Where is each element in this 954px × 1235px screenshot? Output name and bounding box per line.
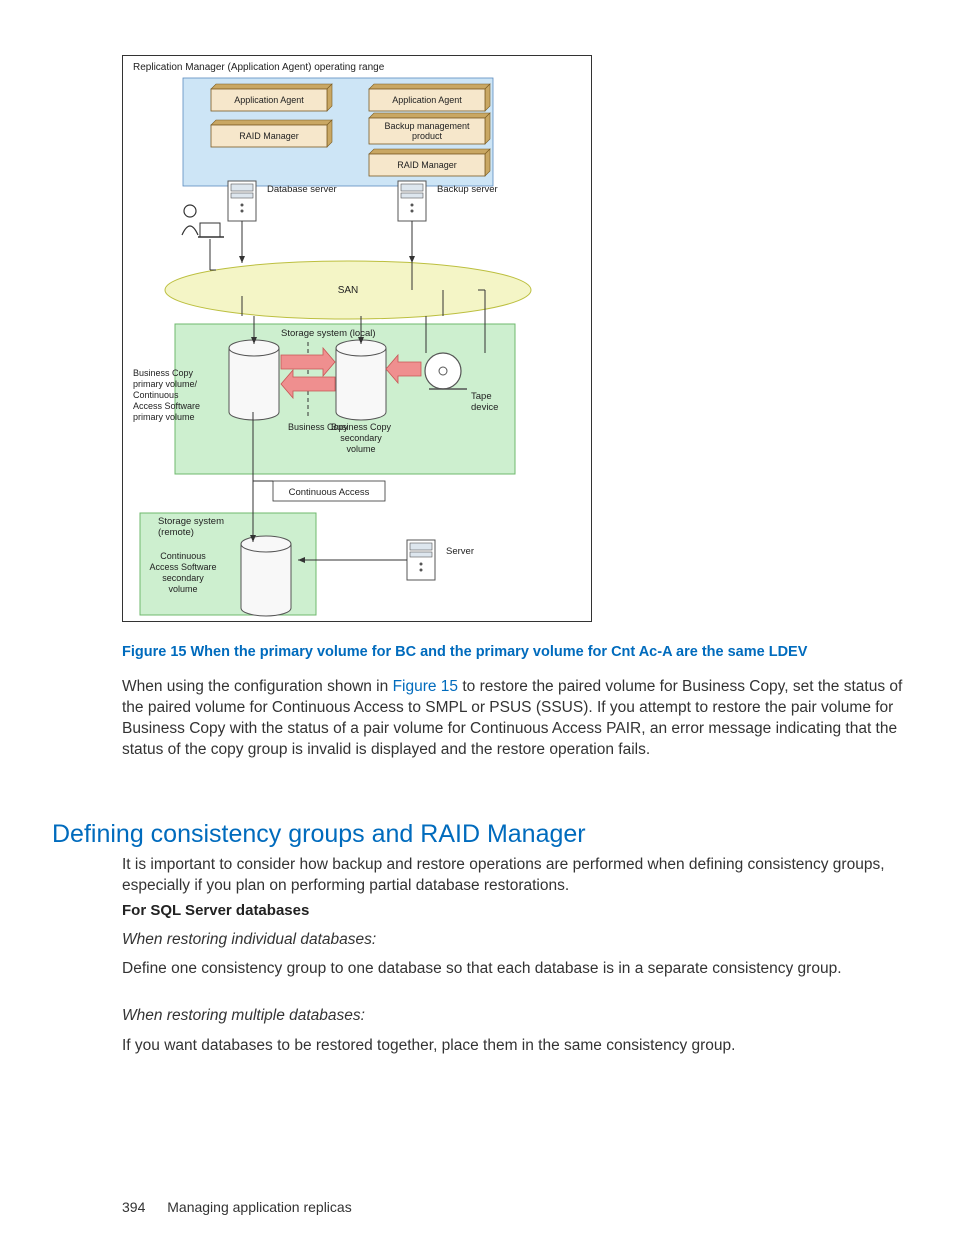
- svg-text:Backup server: Backup server: [437, 184, 498, 195]
- paragraph-3: Define one consistency group to one data…: [122, 959, 912, 980]
- figure-caption: Figure 15 When the primary volume for BC…: [122, 644, 902, 660]
- svg-text:Database server: Database server: [267, 184, 337, 195]
- svg-text:Server: Server: [446, 546, 474, 557]
- section-heading: Defining consistency groups and RAID Man…: [52, 820, 902, 849]
- svg-text:(remote): (remote): [158, 527, 194, 538]
- server-backupServer: [398, 181, 426, 221]
- svg-text:secondary: secondary: [340, 433, 382, 443]
- italic-1: When restoring individual databases:: [122, 931, 954, 949]
- svg-text:Continuous: Continuous: [133, 390, 179, 400]
- figure-link[interactable]: Figure 15: [393, 678, 458, 695]
- italic-2: When restoring multiple databases:: [122, 1007, 954, 1025]
- paragraph-4: If you want databases to be restored tog…: [122, 1036, 912, 1057]
- svg-text:product: product: [412, 131, 443, 141]
- svg-text:primary volume: primary volume: [133, 412, 195, 422]
- svg-text:RAID Manager: RAID Manager: [239, 131, 299, 141]
- svg-text:Replication Manager (Applicati: Replication Manager (Application Agent) …: [133, 62, 385, 73]
- svg-text:secondary: secondary: [162, 573, 204, 583]
- svg-text:Tape: Tape: [471, 391, 492, 402]
- cylinder-cyl2: [336, 340, 386, 420]
- footer-title: Managing application replicas: [167, 1199, 351, 1215]
- cylinder-cyl1: [229, 340, 279, 420]
- page-footer: 394 Managing application replicas: [122, 1199, 954, 1215]
- svg-text:Access Software: Access Software: [149, 562, 216, 572]
- svg-text:volume: volume: [346, 444, 375, 454]
- svg-text:Backup management: Backup management: [384, 121, 470, 131]
- paragraph-1: When using the configuration shown in Fi…: [122, 677, 912, 761]
- svg-text:Application Agent: Application Agent: [392, 95, 462, 105]
- svg-text:Business Copy: Business Copy: [133, 368, 194, 378]
- svg-text:RAID Manager: RAID Manager: [397, 160, 457, 170]
- svg-text:Storage system: Storage system: [158, 516, 224, 527]
- svg-text:Application Agent: Application Agent: [234, 95, 304, 105]
- svg-text:Continuous: Continuous: [160, 551, 206, 561]
- svg-text:volume: volume: [168, 584, 197, 594]
- svg-text:device: device: [471, 402, 498, 413]
- svg-text:Business Copy: Business Copy: [331, 422, 392, 432]
- para1-pre: When using the configuration shown in: [122, 678, 393, 695]
- architecture-diagram: Replication Manager (Application Agent) …: [122, 55, 592, 622]
- cylinder-cyl3: [241, 536, 291, 616]
- server-dbServer: [228, 181, 256, 221]
- paragraph-2: It is important to consider how backup a…: [122, 855, 912, 897]
- server-plainServer: [407, 540, 435, 580]
- svg-text:primary volume/: primary volume/: [133, 379, 198, 389]
- user-icon: [182, 205, 224, 237]
- svg-text:Continuous Access: Continuous Access: [289, 487, 370, 498]
- svg-text:Access Software: Access Software: [133, 401, 200, 411]
- page-number: 394: [122, 1199, 145, 1215]
- svg-text:SAN: SAN: [338, 285, 359, 296]
- bold-subhead: For SQL Server databases: [122, 902, 954, 919]
